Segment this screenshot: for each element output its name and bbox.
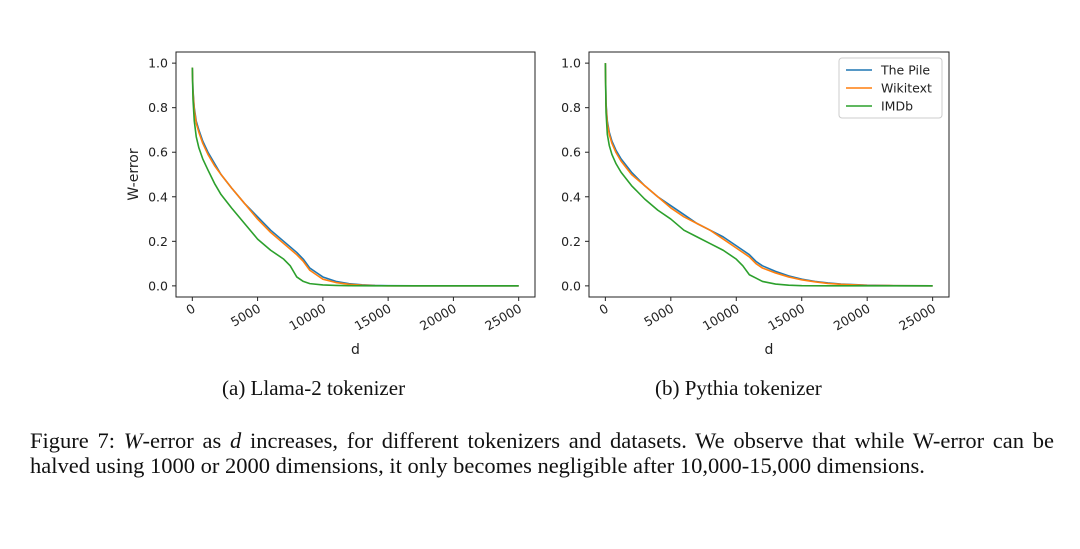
chart-b: 0.0 0.2 0.4 0.6 0.8 1.0 0 5000 10000 15000 20000 25…: [561, 51, 950, 358]
figure-caption: Figure 7: W-error as d increases, for di…: [30, 428, 1054, 478]
axes-frame: [588, 51, 950, 298]
x-axis-label: d: [765, 342, 774, 358]
x-tick-label: 0: [183, 301, 197, 318]
x-tick-label: 20000: [831, 301, 873, 334]
x-tick-label: 15000: [352, 301, 394, 334]
legend-label-the-pile: The Pile: [880, 63, 930, 78]
y-tick-label: 0.2: [148, 234, 168, 249]
y-axis-label: W-error: [126, 148, 142, 200]
x-tick-label: 20000: [417, 301, 459, 334]
legend: The Pile Wikitext IMDb: [838, 57, 943, 119]
legend-label-wikitext: Wikitext: [881, 81, 932, 96]
series-line-imdb: [191, 67, 519, 287]
y-tick-label: 0.6: [561, 145, 581, 160]
axes-frame: [175, 51, 536, 298]
y-tick-label: 0.2: [561, 234, 581, 249]
legend-box: [838, 57, 943, 119]
y-tick-label: 0.0: [561, 278, 581, 293]
x-tick-label: 10000: [286, 301, 328, 334]
series-line-imdb: [604, 63, 933, 287]
x-tick-label: 5000: [228, 301, 263, 330]
caption-text-1: -error as: [142, 428, 222, 453]
y-tick-label: 0.6: [148, 145, 168, 160]
y-tick-label: 0.8: [148, 100, 168, 115]
caption-d: d: [229, 428, 242, 453]
chart-a: 0.0 0.2 0.4 0.6 0.8 1.0 0 5000 10000 15000 20000 25…: [126, 51, 536, 358]
x-tick-label: 5000: [641, 301, 676, 330]
x-axis-label: d: [351, 342, 360, 358]
x-tick-label: 10000: [700, 301, 742, 334]
subcaption-b: (b) Pythia tokenizer: [655, 376, 822, 400]
series-line-wikitext: [191, 67, 519, 287]
x-tick-label: 25000: [896, 301, 938, 334]
caption-w: W: [123, 428, 143, 453]
y-tick-label: 0.4: [148, 189, 168, 204]
y-tick-label: 0.8: [561, 100, 581, 115]
subcaption-a: (a) Llama-2 tokenizer: [222, 376, 406, 400]
series-line-the-pile: [191, 67, 519, 287]
y-tick-label: 0.0: [148, 278, 168, 293]
legend-label-imdb: IMDb: [881, 99, 913, 114]
caption-text-2: increases, for different tokenizers and …: [30, 428, 1055, 478]
y-tick-label: 0.4: [561, 189, 581, 204]
x-tick-label: 25000: [482, 301, 524, 334]
x-tick-label: 15000: [765, 301, 807, 334]
y-tick-label: 1.0: [148, 56, 168, 71]
caption-label: Figure 7:: [30, 428, 115, 453]
y-tick-label: 1.0: [561, 56, 581, 71]
x-tick-label: 0: [596, 301, 610, 318]
series-line-wikitext: [604, 63, 933, 287]
